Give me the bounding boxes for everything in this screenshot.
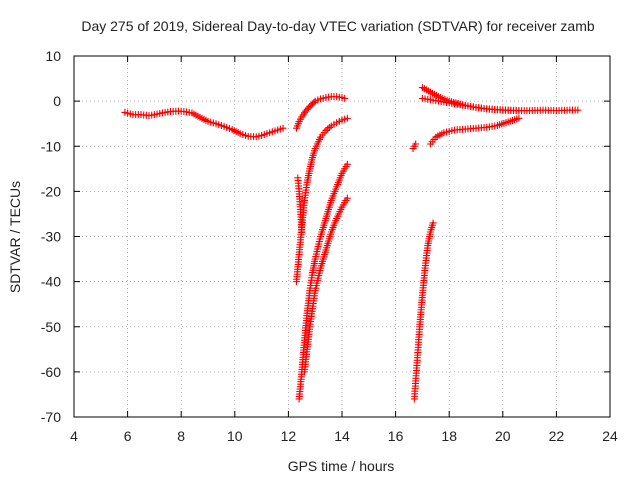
y-tick-label: -40 bbox=[41, 274, 61, 290]
y-tick-label: -10 bbox=[41, 138, 61, 154]
series-arc-b bbox=[292, 114, 351, 286]
series-arc-h bbox=[426, 114, 523, 148]
y-tick-label: -60 bbox=[41, 364, 61, 380]
data-point bbox=[343, 160, 351, 168]
data-point bbox=[574, 106, 582, 114]
x-tick-label: 18 bbox=[441, 428, 457, 444]
x-axis-ticks: 4 6 8 10 12 14 16 18 20 22 24 bbox=[70, 56, 618, 444]
series-arc-morning bbox=[121, 107, 287, 141]
x-tick-label: 16 bbox=[388, 428, 404, 444]
data-marks bbox=[121, 84, 582, 403]
x-tick-label: 6 bbox=[124, 428, 132, 444]
y-tick-label: 10 bbox=[45, 48, 61, 64]
series-arc-e bbox=[294, 174, 306, 236]
x-tick-label: 12 bbox=[281, 428, 297, 444]
data-point bbox=[429, 219, 437, 227]
series-arc-g bbox=[409, 140, 420, 153]
data-point bbox=[325, 123, 333, 131]
x-tick-label: 24 bbox=[602, 428, 618, 444]
y-tick-label: -50 bbox=[41, 319, 61, 335]
data-point bbox=[515, 107, 523, 115]
data-point bbox=[343, 194, 351, 202]
series-arc-c bbox=[295, 160, 351, 403]
x-tick-label: 4 bbox=[70, 428, 78, 444]
x-tick-label: 22 bbox=[549, 428, 565, 444]
series-arc-j bbox=[418, 94, 523, 115]
y-axis-ticks: -70 -60 -50 -40 -30 -20 -10 0 10 bbox=[41, 48, 610, 425]
chart-title: Day 275 of 2019, Sidereal Day-to-day VTE… bbox=[81, 18, 594, 34]
x-tick-label: 14 bbox=[334, 428, 350, 444]
data-point bbox=[412, 140, 420, 148]
grid bbox=[74, 56, 610, 417]
series-arc-f bbox=[410, 219, 437, 403]
y-tick-label: -30 bbox=[41, 229, 61, 245]
data-point bbox=[343, 114, 351, 122]
data-point bbox=[341, 94, 349, 102]
x-axis-label: GPS time / hours bbox=[288, 458, 395, 474]
y-tick-label: -20 bbox=[41, 183, 61, 199]
data-point bbox=[298, 228, 306, 236]
series-arc-a bbox=[292, 93, 349, 132]
series-arc-d bbox=[300, 194, 351, 376]
y-tick-label: -70 bbox=[41, 409, 61, 425]
x-tick-label: 10 bbox=[227, 428, 243, 444]
data-point bbox=[310, 98, 318, 106]
x-tick-label: 8 bbox=[177, 428, 185, 444]
data-point bbox=[324, 125, 332, 133]
x-tick-label: 20 bbox=[495, 428, 511, 444]
y-tick-label: 0 bbox=[53, 93, 61, 109]
data-point bbox=[279, 124, 287, 132]
data-point bbox=[515, 114, 523, 122]
y-axis-label: SDTVAR / TECUs bbox=[7, 181, 23, 293]
